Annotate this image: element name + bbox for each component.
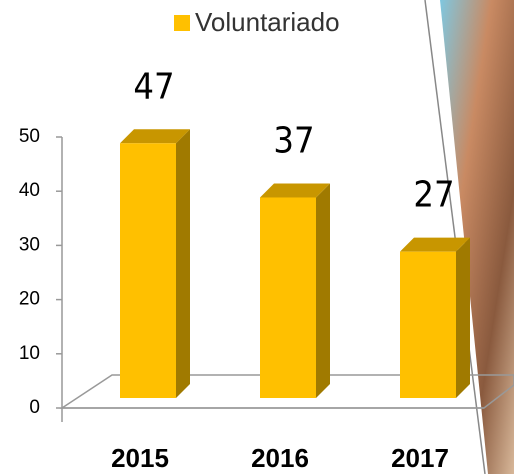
bar: [260, 197, 316, 398]
value-label: 27: [413, 175, 454, 216]
y-tick-label: 20: [19, 289, 40, 310]
bar-side: [456, 238, 470, 398]
y-tick-label: 0: [29, 397, 40, 418]
y-tick-label: 50: [19, 126, 40, 147]
chart: Voluntariado 0 10 20 30 40 50 47 37 27 2015 2016 20…: [0, 0, 514, 474]
x-tick-label: 2015: [111, 443, 169, 473]
x-tick-label: 2017: [391, 443, 449, 473]
legend-swatch: [174, 15, 190, 31]
x-tick-label: 2016: [251, 443, 309, 473]
bar: [120, 143, 176, 398]
y-tick-label: 30: [19, 234, 40, 255]
bar-side: [176, 129, 190, 398]
bar-side: [316, 183, 330, 398]
legend-label: Voluntariado: [195, 7, 340, 37]
y-tick-label: 40: [19, 180, 40, 201]
y-tick-label: 10: [19, 343, 40, 364]
value-label: 47: [133, 66, 174, 107]
value-label: 37: [273, 120, 314, 161]
bar: [400, 252, 456, 398]
background-photo: [440, 0, 514, 474]
